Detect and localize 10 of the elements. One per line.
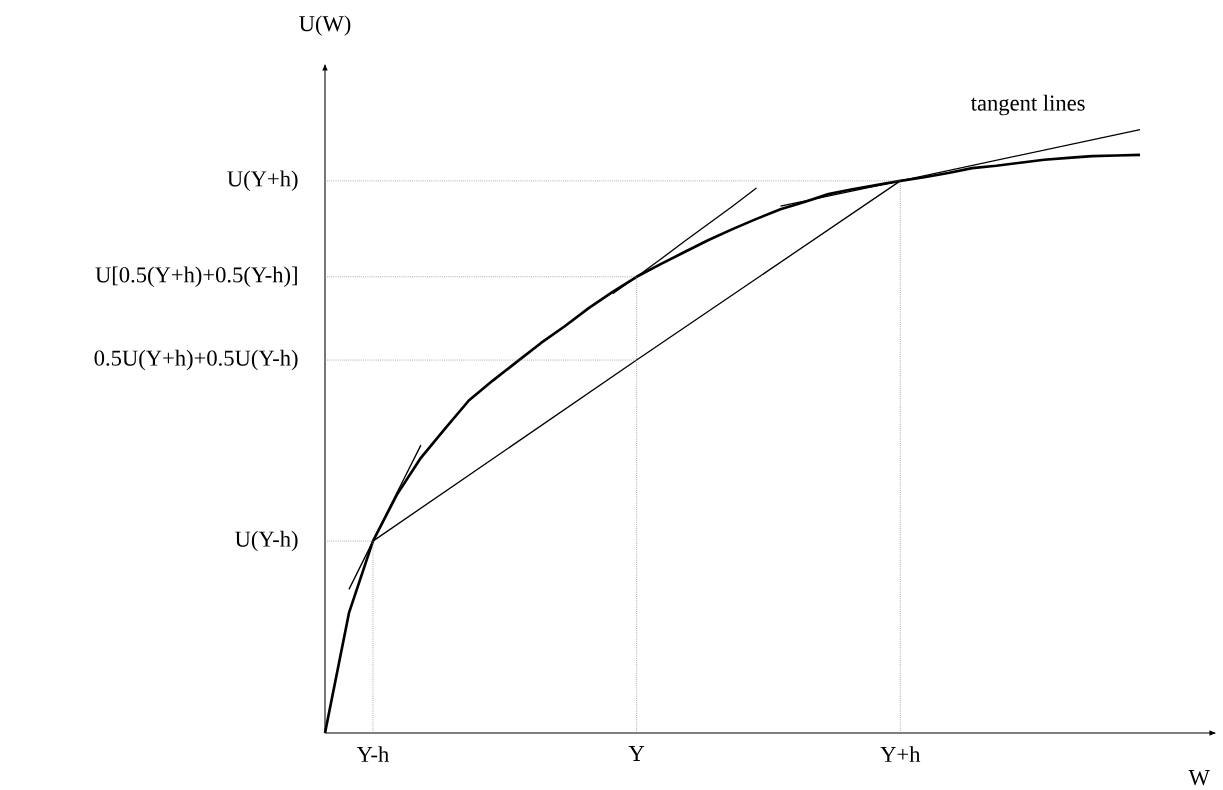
y-axis-title: U(W) — [299, 15, 351, 36]
x-axis-title: W — [1188, 770, 1210, 786]
x-tick-label: Y — [628, 746, 645, 761]
ref-line-label: 0.5U(Y+h)+0.5U(Y-h) — [94, 349, 298, 371]
x-tick-label: Y-h — [356, 746, 389, 762]
ref-line-label: U(Y-h) — [235, 530, 298, 552]
ref-line-label: U(Y+h) — [227, 170, 298, 192]
ref-line-label: U[0.5(Y+h)+0.5(Y-h)] — [95, 266, 297, 288]
x-tick-label: Y+h — [880, 746, 921, 762]
text: tangent lines — [970, 94, 1085, 116]
